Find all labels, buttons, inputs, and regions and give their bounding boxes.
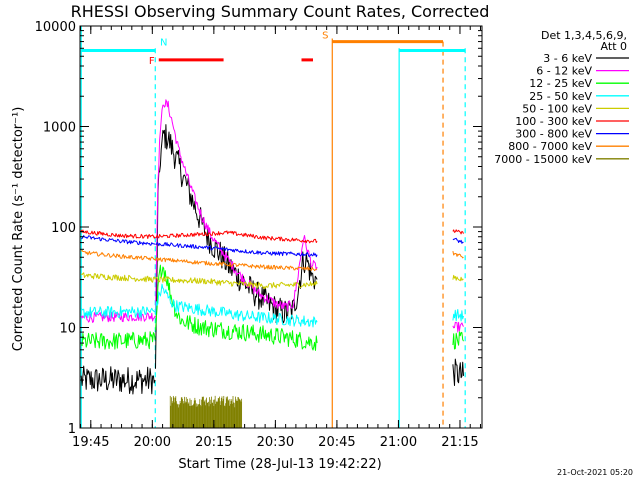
x-tick-label-4: 20:45 [318, 435, 355, 450]
legend-label-0: 3 - 6 keV [543, 52, 592, 65]
series-5-line-2 [452, 229, 464, 235]
series-0-line-0 [80, 365, 156, 395]
series-5-line-0 [80, 229, 156, 239]
series-3-line-2 [452, 309, 464, 322]
y-axis-label: Corrected Count Rate (s⁻¹ detector⁻¹) [11, 107, 26, 352]
legend-label-3: 25 - 50 keV [529, 90, 592, 103]
legend-label-2: 12 - 25 keV [529, 77, 592, 90]
timestamp: 21-Oct-2021 05:20 [557, 468, 633, 477]
x-tick-label-3: 20:30 [257, 435, 294, 450]
x-tick-label-1: 20:00 [134, 435, 171, 450]
plot-area: NF S [80, 26, 466, 428]
legend-header-1: Att 0 [601, 40, 627, 53]
x-tick-label-0: 19:45 [72, 435, 109, 450]
flag-label-0: N [160, 38, 167, 49]
series-3-line-0 [80, 305, 156, 319]
x-tick-label-6: 21:15 [441, 435, 478, 450]
x-axis-label: Start Time (28-Jul-13 19:42:22) [178, 457, 381, 472]
legend-label-8: 7000 - 15000 keV [494, 153, 592, 166]
series-2-line-1 [155, 264, 318, 351]
y-tick-label-2: 100 [51, 221, 76, 236]
series-6-line-0 [81, 235, 156, 246]
series-7-line-1 [155, 257, 318, 272]
legend-label-5: 100 - 300 keV [515, 115, 592, 128]
flag-label-1: F [149, 56, 155, 67]
y-tick-label-4: 10000 [35, 20, 76, 35]
series-7-line-0 [80, 249, 156, 261]
series-4-line-1 [155, 276, 318, 290]
series-1-line-1 [155, 99, 318, 315]
series-6-line-1 [155, 242, 318, 258]
series-7-line-2 [452, 250, 464, 259]
legend-label-4: 50 - 100 keV [522, 102, 592, 115]
plot-frame [79, 25, 483, 429]
y-tick-label-0: 1 [68, 422, 76, 437]
legend-label-1: 6 - 12 keV [536, 65, 592, 78]
legend-label-7: 800 - 7000 keV [508, 140, 592, 153]
series-3-line-1 [155, 283, 318, 328]
legend-header-0: Det 1,3,4,5,6,9, [541, 29, 627, 42]
series-5-line-1 [155, 230, 318, 244]
flag-label-2: S [322, 31, 328, 42]
series-2-line-0 [80, 331, 156, 350]
series-4-line-2 [452, 274, 464, 282]
series-0-line-2 [452, 358, 464, 386]
series-1-line-2 [452, 321, 464, 333]
y-tick-label-1: 10 [59, 322, 76, 337]
legend-label-6: 300 - 800 keV [515, 128, 592, 141]
series-6-line-2 [452, 237, 464, 244]
series-2-line-2 [452, 331, 464, 350]
y-tick-label-3: 1000 [43, 121, 76, 136]
x-tick-label-2: 20:15 [195, 435, 232, 450]
chart-title: RHESSI Observing Summary Count Rates, Co… [71, 2, 490, 21]
x-tick-label-5: 21:00 [380, 435, 417, 450]
series-4-line-0 [80, 272, 156, 283]
axes: 1 10 100 1000 10000 19:45 20:00 20:15 20:30 20:45… [35, 20, 483, 450]
